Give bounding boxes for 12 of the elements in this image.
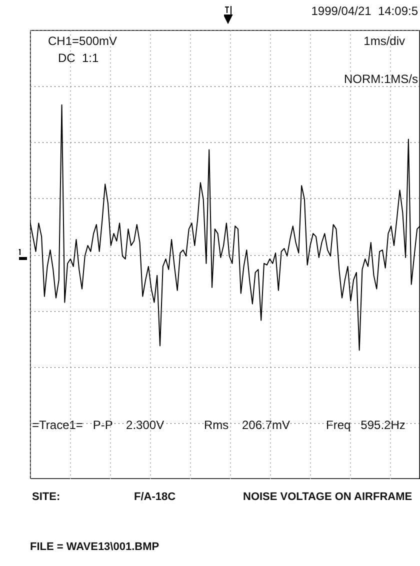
text: DC 1:1 [58, 51, 99, 65]
text: NOISE VOLTAGE ON AIRFRAME [243, 490, 412, 504]
text: 1999/04/21 14:09:5 [311, 4, 418, 18]
text: NORM:1MS/s [344, 72, 418, 86]
text: =Trace1= P-P 2.300V [32, 418, 164, 432]
text: Freq 595.2Hz [326, 418, 406, 432]
text: SITE: [32, 490, 60, 504]
text: Rms 206.7mV [204, 418, 290, 432]
text: CH1=500mV [48, 34, 118, 48]
text: FILE = WAVE13\001.BMP [30, 540, 160, 554]
text: 1ms/div [364, 34, 405, 48]
text: F/A-18C [134, 490, 176, 504]
